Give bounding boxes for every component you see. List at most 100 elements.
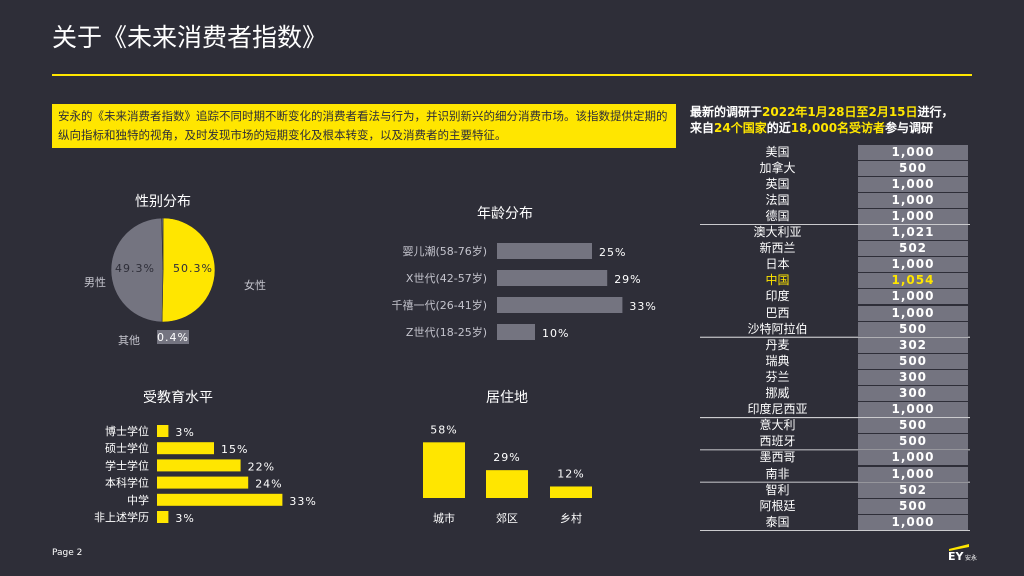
age-value-label: 33%	[629, 300, 656, 313]
residence-value-label: 29%	[493, 451, 520, 464]
page-number: Page 2	[52, 548, 83, 558]
country-name: 英国	[765, 176, 790, 191]
pie-other-label-box	[157, 330, 189, 344]
age-value-label: 10%	[542, 327, 569, 340]
title-divider	[52, 74, 972, 76]
country-sample-size: 1,000	[858, 257, 968, 273]
country-name: 瑞典	[765, 353, 790, 368]
country-name: 澳大利亚	[753, 225, 802, 239]
residence-category-label: 郊区	[496, 512, 518, 525]
country-sample-size: 502	[858, 482, 968, 498]
country-sample-size: 1,000	[858, 514, 968, 530]
residence-category-label: 城市	[433, 511, 455, 525]
age-category-label: 千禧一代(26-41岁)	[391, 298, 487, 312]
pie-legend-male: 男性	[84, 275, 106, 289]
country-sample-size: 1,000	[858, 208, 968, 224]
country-name: 巴西	[765, 305, 790, 320]
education-bar	[157, 511, 169, 523]
country-sample-size: 300	[858, 386, 968, 402]
country-name: 加拿大	[759, 160, 796, 175]
country-sample-size: 1,000	[858, 305, 968, 321]
country-name: 泰国	[765, 514, 790, 529]
country-name: 智利	[765, 482, 790, 497]
survey-heading-part: 最新的调研于	[690, 105, 763, 119]
age-value-label: 29%	[614, 273, 641, 286]
country-name: 日本	[765, 257, 790, 272]
country-name: 墨西哥	[759, 450, 796, 465]
residence-category-label: 乡村	[560, 511, 582, 525]
country-sample-size: 500	[858, 160, 968, 176]
survey-dates: 2022年1月28日至2月15日	[762, 105, 918, 119]
country-name: 印度	[765, 289, 790, 304]
country-sample-size: 1,000	[858, 289, 968, 305]
country-sample-size: 1,000	[858, 466, 968, 482]
country-name: 阿根廷	[759, 498, 796, 513]
education-chart-title: 受教育水平	[143, 390, 213, 406]
country-name: 挪威	[765, 386, 790, 400]
country-sample-size: 1,021	[858, 225, 968, 241]
education-bar	[157, 476, 249, 489]
education-value-label: 24%	[255, 478, 282, 491]
ey-logo: EY 安永	[947, 543, 981, 563]
survey-heading-part: 进行，	[917, 105, 954, 119]
country-sample-size: 500	[858, 353, 968, 369]
country-name: 德国	[765, 208, 790, 223]
ey-logo-subtext: 安永	[965, 554, 977, 561]
residence-bar	[486, 470, 528, 498]
country-sample-size: 500	[858, 498, 968, 514]
country-name: 印度尼西亚	[747, 402, 808, 417]
country-sample-size: 1,000	[858, 450, 968, 466]
education-bar	[157, 493, 283, 506]
country-sample-size: 1,054	[858, 273, 968, 289]
survey-heading-part: 来自	[690, 121, 715, 135]
survey-country-count: 24个国家	[714, 121, 767, 135]
education-category-label: 本科学位	[105, 476, 149, 490]
pie-value-label-other: 0.4%	[157, 331, 189, 344]
education-bar	[157, 459, 241, 472]
country-sample-size: 500	[858, 418, 968, 434]
country-sample-size: 502	[858, 241, 968, 257]
country-sample-size: 500	[858, 434, 968, 450]
pie-slice-2	[161, 217, 164, 271]
residence-value-label: 58%	[430, 423, 457, 436]
country-sample-size: 500	[858, 321, 968, 337]
age-bar	[497, 243, 592, 259]
age-bar	[497, 297, 623, 313]
education-value-label: 3%	[175, 512, 194, 525]
age-chart-title: 年龄分布	[477, 206, 533, 222]
education-bar	[157, 425, 169, 437]
country-name: 南非	[765, 466, 790, 481]
education-category-label: 博士学位	[105, 424, 149, 438]
age-bar	[497, 324, 535, 340]
education-category-label: 非上述学历	[94, 510, 149, 524]
age-category-label: X世代(42-57岁)	[406, 271, 487, 285]
country-name: 西班牙	[759, 434, 796, 449]
country-sample-size: 1,000	[858, 192, 968, 208]
pie-slice-1	[110, 217, 164, 323]
survey-heading: 最新的调研于2022年1月28日至2月15日进行， 来自24个国家的近18,00…	[690, 104, 980, 136]
survey-respondent-count: 18,000名受访者	[790, 121, 886, 135]
country-name: 法国	[765, 192, 790, 207]
age-value-label: 25%	[599, 246, 626, 259]
residence-bar	[423, 442, 465, 498]
pie-legend-female: 女性	[244, 278, 266, 292]
residence-chart-title: 居住地	[486, 390, 528, 406]
education-category-label: 学士学位	[105, 458, 149, 472]
pie-value-label-female: 50.3%	[173, 262, 213, 275]
country-name: 美国	[765, 144, 790, 159]
education-category-label: 硕士学位	[105, 441, 149, 455]
survey-heading-part: 的近	[766, 121, 791, 135]
education-bar	[157, 442, 214, 455]
country-sample-size: 1,000	[858, 402, 968, 418]
country-name: 沙特阿拉伯	[747, 321, 808, 336]
intro-text: 安永的《未来消费者指数》追踪不同时期不断变化的消费者看法与行为，并识别新兴的细分…	[52, 104, 676, 148]
age-bar	[497, 270, 608, 286]
age-category-label: Z世代(18-25岁)	[406, 325, 487, 339]
education-value-label: 3%	[175, 426, 194, 439]
country-name: 丹麦	[765, 337, 790, 352]
pie-slice-0	[161, 217, 216, 323]
country-name: 意大利	[759, 418, 796, 433]
country-name: 中国	[765, 273, 790, 288]
gender-chart-title: 性别分布	[135, 194, 191, 210]
